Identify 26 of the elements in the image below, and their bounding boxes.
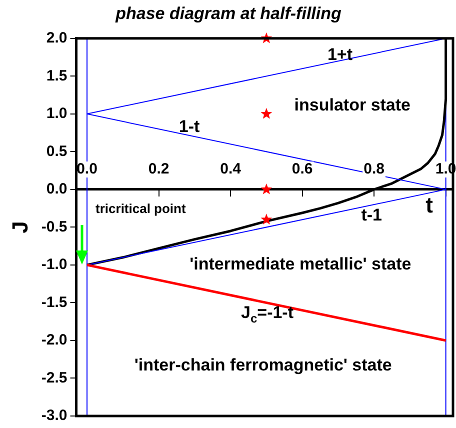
annotation: insulator state [294,96,411,115]
annotation: tricritical point [96,201,186,216]
annotation: 1-t [178,116,200,136]
chart-title: phase diagram at half-filling [114,4,342,23]
y-tick-label: -2.0 [41,332,68,349]
x-axis-title: t [426,192,434,218]
y-tick-label: 0.5 [46,142,68,160]
y-tick-label: 1.0 [46,105,68,122]
annotation: 1+t [327,45,353,64]
x-tick-label: 0.2 [148,160,170,178]
y-axis-title: J [7,221,32,234]
x-tick-label: 0.0 [76,160,98,178]
y-tick-label: -1.5 [41,294,68,311]
annotation: 'inter-chain ferromagnetic' state [134,355,392,374]
y-tick-label: 1.5 [46,67,68,84]
y-tick-label: -0.5 [41,218,68,236]
y-tick-label: -2.5 [41,369,68,386]
x-tick-label: 0.6 [292,160,313,178]
annotation: 'intermediate metallic' state [190,254,412,274]
y-tick-label: 2.0 [46,30,68,47]
y-tick-label: 0.0 [46,180,68,198]
y-tick-label: -3.0 [41,407,68,424]
x-tick-label: 0.8 [364,160,384,178]
y-tick-label: -1.0 [41,256,68,274]
annotation: t-1 [361,206,382,225]
x-tick-label: 0.4 [220,160,242,178]
